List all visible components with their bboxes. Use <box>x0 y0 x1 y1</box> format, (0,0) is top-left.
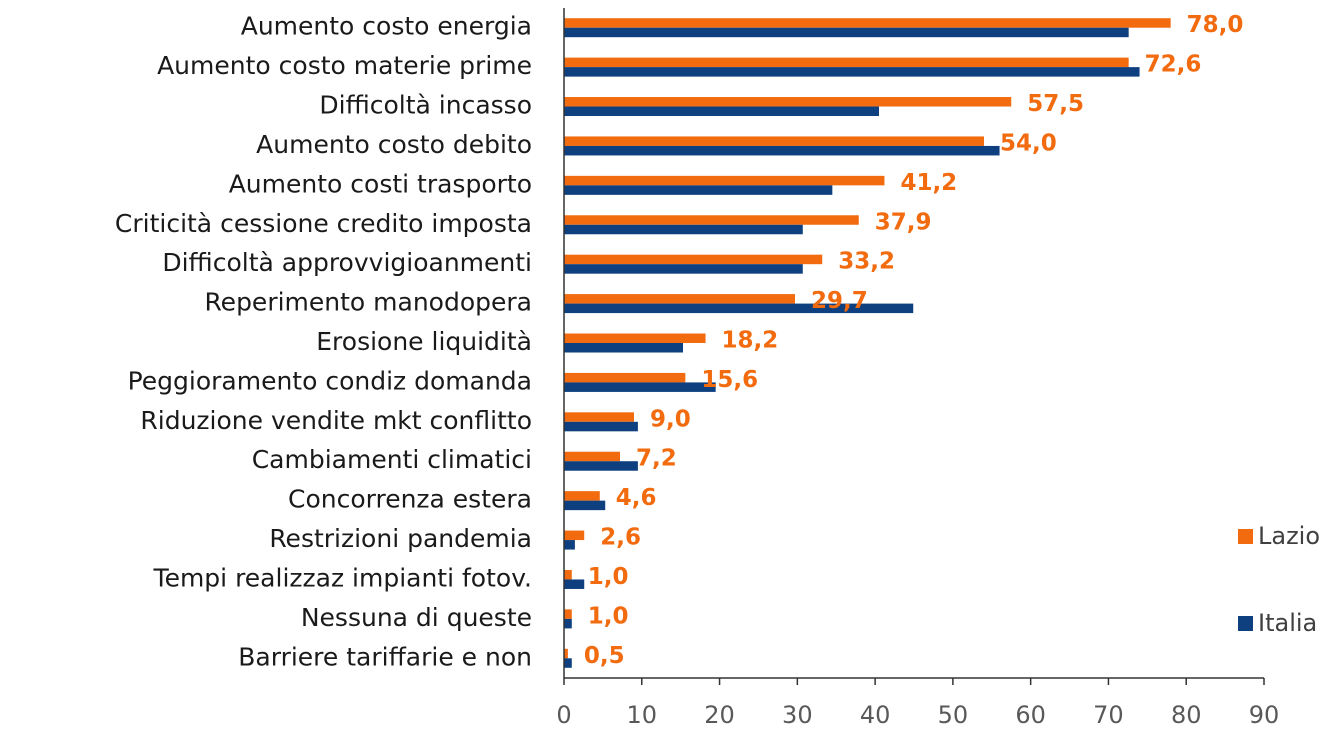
value-label: 33,2 <box>838 249 895 275</box>
value-label: 7,2 <box>636 446 677 472</box>
x-tick-label: 10 <box>627 701 658 729</box>
bar <box>564 530 585 541</box>
category-label: Aumento costo debito <box>256 130 532 159</box>
bar <box>564 67 1140 77</box>
bar <box>564 372 686 383</box>
bar <box>564 491 600 501</box>
category-label: Peggioramento condiz domanda <box>128 366 532 395</box>
bar <box>564 175 885 186</box>
category-label: Criticità cessione credito imposta <box>115 209 532 238</box>
legend-label: Italia <box>1258 609 1317 637</box>
value-label: 15,6 <box>701 367 758 393</box>
bar <box>564 215 859 225</box>
bar <box>564 97 1012 107</box>
bar <box>564 618 572 629</box>
value-label: 18,2 <box>722 328 779 354</box>
value-label: 54,0 <box>1000 130 1057 156</box>
bar <box>564 412 634 422</box>
x-tick-label: 70 <box>1093 701 1124 729</box>
value-label: 9,0 <box>650 406 691 432</box>
x-tick-label: 30 <box>782 701 813 729</box>
bar <box>564 540 575 550</box>
category-label: Restrizioni pandemia <box>269 524 532 553</box>
category-label: Difficoltà incasso <box>319 91 532 120</box>
value-label: 4,6 <box>616 485 657 511</box>
bar <box>564 57 1129 68</box>
bar <box>564 185 833 195</box>
category-label: Aumento costi trasporto <box>229 169 532 198</box>
value-label: 57,5 <box>1027 91 1084 117</box>
x-tick-label: 80 <box>1171 701 1202 729</box>
bar <box>564 500 606 511</box>
bar <box>564 18 1171 28</box>
category-label: Nessuna di queste <box>301 603 532 632</box>
x-tick-label: 40 <box>860 701 891 729</box>
bar <box>564 658 572 668</box>
category-label: Aumento costo energia <box>241 12 532 41</box>
bar <box>564 609 572 619</box>
bar <box>564 106 879 117</box>
legend-swatch <box>1238 529 1253 544</box>
bar <box>564 145 1000 156</box>
category-label: Difficoltà approvvigioanmenti <box>162 248 532 277</box>
legend-swatch <box>1238 616 1253 631</box>
value-label: 1,0 <box>588 603 629 629</box>
category-label: Tempi realizzaz impianti fotov. <box>153 563 532 592</box>
value-label: 72,6 <box>1145 52 1202 78</box>
bar <box>564 27 1129 38</box>
x-tick-label: 20 <box>704 701 735 729</box>
bar <box>564 461 638 471</box>
bar <box>564 136 984 146</box>
bar <box>564 648 568 659</box>
category-label: Cambiamenti climatici <box>252 445 532 474</box>
bar <box>564 451 620 462</box>
bar <box>564 569 572 580</box>
bar <box>564 224 803 235</box>
category-label: Aumento costo materie prime <box>157 51 532 80</box>
bar <box>564 421 638 432</box>
category-label: Reperimento manodopera <box>204 288 532 317</box>
value-label: 1,0 <box>588 564 629 590</box>
value-label: 2,6 <box>600 525 641 551</box>
bar <box>564 333 706 343</box>
x-tick-label: 60 <box>1015 701 1046 729</box>
bar <box>564 579 585 589</box>
value-label: 0,5 <box>584 643 625 669</box>
value-label: 37,9 <box>875 209 932 235</box>
category-label: Riduzione vendite mkt conflitto <box>140 406 532 435</box>
bar <box>564 343 683 353</box>
category-label: Barriere tariffarie e non <box>238 642 532 671</box>
bar <box>564 294 795 304</box>
legend-label: Lazio <box>1258 522 1320 550</box>
value-label: 78,0 <box>1187 12 1244 38</box>
bar <box>564 303 914 314</box>
bar <box>564 254 823 265</box>
bar <box>564 264 803 274</box>
category-label: Concorrenza estera <box>288 485 532 514</box>
bar <box>564 382 716 392</box>
category-label: Erosione liquidità <box>316 327 532 356</box>
value-label: 41,2 <box>900 170 957 196</box>
x-tick-label: 50 <box>938 701 969 729</box>
x-tick-label: 90 <box>1249 701 1280 729</box>
value-label: 29,7 <box>811 288 868 314</box>
x-tick-label: 0 <box>556 701 571 729</box>
